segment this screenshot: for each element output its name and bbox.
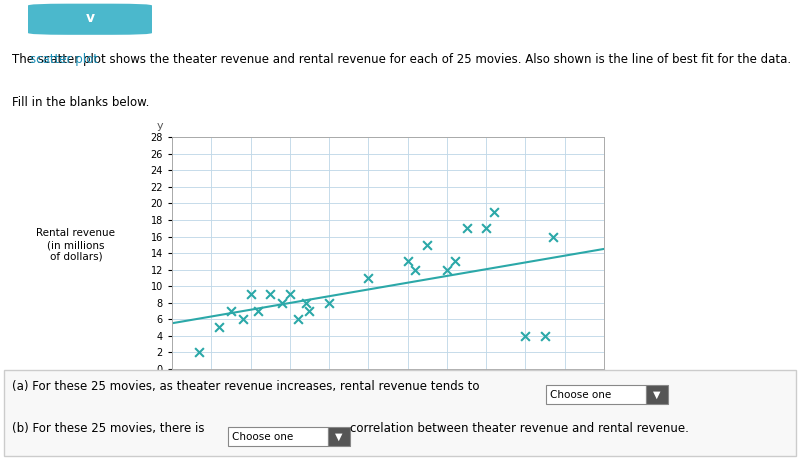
Point [299, 299, 312, 306]
Text: Rental revenue
(in millions
of dollars): Rental revenue (in millions of dollars) [37, 229, 115, 262]
Text: x: x [616, 387, 622, 397]
Text: ▼: ▼ [335, 431, 343, 442]
Point [291, 316, 304, 323]
Point [488, 208, 501, 215]
Point [538, 332, 551, 339]
Point [546, 233, 559, 240]
Text: Choose one: Choose one [550, 390, 611, 399]
X-axis label: Theater revenue
(in millions of dollars): Theater revenue (in millions of dollars) [331, 393, 445, 415]
Point [193, 349, 206, 356]
FancyBboxPatch shape [228, 427, 328, 447]
FancyBboxPatch shape [28, 4, 152, 35]
Point [519, 332, 532, 339]
Point [460, 224, 473, 232]
Text: ▼: ▼ [653, 390, 661, 399]
FancyBboxPatch shape [646, 385, 668, 404]
Point [264, 291, 277, 298]
Point [322, 299, 335, 306]
FancyBboxPatch shape [328, 427, 350, 447]
Point [421, 241, 434, 248]
Point [213, 324, 226, 331]
Point [441, 266, 454, 273]
FancyBboxPatch shape [4, 371, 796, 456]
Point [275, 299, 288, 306]
Point [236, 316, 249, 323]
Text: (a) For these 25 movies, as theater revenue increases, rental revenue tends to: (a) For these 25 movies, as theater reve… [12, 380, 479, 393]
Point [448, 258, 461, 265]
Point [480, 224, 493, 232]
Point [244, 291, 257, 298]
Point [362, 274, 374, 282]
Text: y: y [157, 121, 163, 131]
Point [402, 258, 414, 265]
Text: correlation between theater revenue and rental revenue.: correlation between theater revenue and … [350, 422, 690, 435]
Text: Fill in the blanks below.: Fill in the blanks below. [12, 96, 150, 109]
Text: scatter plot: scatter plot [30, 53, 98, 66]
Text: The scatter plot shows the theater revenue and rental revenue for each of 25 mov: The scatter plot shows the theater reven… [12, 53, 791, 66]
Text: v: v [86, 11, 94, 25]
Text: Choose one: Choose one [232, 431, 294, 442]
Point [409, 266, 422, 273]
Text: (b) For these 25 movies, there is: (b) For these 25 movies, there is [12, 422, 205, 435]
Point [252, 307, 265, 315]
Point [283, 291, 296, 298]
Point [303, 307, 316, 315]
Point [225, 307, 238, 315]
FancyBboxPatch shape [546, 385, 646, 404]
